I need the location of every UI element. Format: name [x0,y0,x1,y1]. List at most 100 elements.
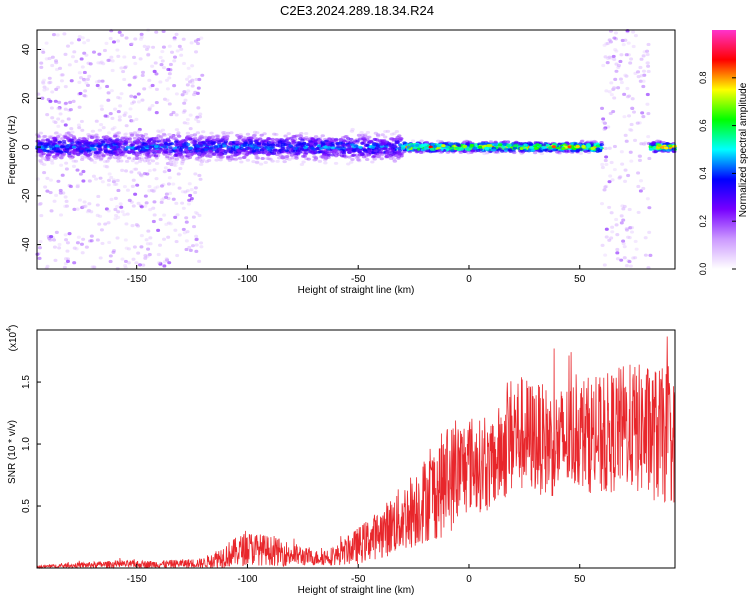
spectrogram-cell [124,124,129,128]
spectrogram-cell [50,161,55,165]
spectrogram-cell [49,106,54,110]
spectrogram-cell [379,157,384,161]
spectrogram-cell [120,153,125,157]
spectrogram-cell [616,65,621,69]
spectrogram-cell [201,152,206,156]
spectrogram-cell [614,69,619,73]
spectrogram-cell [143,254,148,258]
spectrogram-cell [159,135,164,139]
spectrogram-cell [52,136,57,140]
spectrogram-cell [623,179,628,183]
spectrogram-cell [147,184,152,189]
spectrogram-cell [144,47,149,51]
spectrogram-cell [158,261,163,265]
spectrogram-cell [81,169,86,174]
spectrogram-cell [108,144,114,148]
spectrogram-cell [297,133,302,137]
spectrogram-cell [97,79,102,83]
spectrogram-cell [181,150,187,154]
spectrogram-cell [301,160,306,164]
spectrogram-cell [39,161,45,165]
spectrogram-cell [624,263,629,268]
spectrogram-cell [350,158,355,162]
spectrogram-cell [298,137,303,141]
spectrogram-cell [80,155,85,159]
spectrogram-cell [60,136,65,140]
spectrogram-cell [185,142,191,146]
spectrogram-cell [163,150,168,154]
spectrogram-cell [116,210,121,214]
spectrogram-cell [104,41,109,45]
spectrogram-cell [167,76,172,80]
spectrogram-cell [199,245,204,249]
spectrogram-cell [96,61,101,65]
spectrogram-cell [251,149,257,153]
spectrogram-cell [622,92,627,96]
spectrogram-cell [638,79,643,83]
spectrogram-cell [95,150,101,154]
spectrogram-cell [118,104,123,108]
spectrogram-cell [137,159,143,163]
spectrogram-cell [242,155,247,159]
spectrogram-cell [249,144,254,148]
spectrogram-cell [609,236,614,240]
spectrogram-cell [236,152,241,156]
spectrogram-cell [180,201,185,205]
spectrogram-cell [627,94,632,98]
spectrogram-cell [372,137,377,141]
spectrogram-cell [85,77,90,81]
spectrogram-cell [303,131,309,135]
spectrogram-cell [188,193,193,198]
spectrogram-cell [132,157,137,161]
spectrogram-cell [156,228,161,232]
spectrogram-cell [53,258,58,262]
spectrogram-cell [134,167,139,171]
spectrogram-cell [194,50,199,54]
spectrogram-cell [89,234,94,238]
spectrogram-cell [42,142,47,146]
spectrogram-cell [45,189,50,193]
spectrogram-cell [53,131,59,135]
spectrogram-cell [252,130,258,134]
spectrogram-cell [123,133,128,137]
spectrogram-cell [241,137,246,141]
spectrogram-cell [614,223,619,227]
spectrogram-cell [190,78,195,82]
spectrogram-cell [266,137,272,141]
spectrogram-cell [164,78,169,82]
spectrogram-cell [174,201,179,205]
spectrogram-cell [153,154,159,158]
spectrogram-cell [193,172,198,176]
spectrogram-cell [134,133,140,137]
spectrogram-cell [100,241,105,246]
spectrogram-cell [162,213,167,217]
spectrogram-cell [131,257,136,261]
spectrogram-cell [98,214,103,218]
spectrogram-cell [643,141,648,145]
spectrogram-cell [159,200,164,204]
spectrogram-cell [162,237,167,241]
spectrogram-cell [630,106,635,110]
spectrogram-cell [641,142,646,146]
spectrogram-cell [461,141,467,145]
spectrogram-cell [182,121,187,125]
spectrogram-cell [129,133,135,137]
spectrogram-cell [199,36,204,40]
spectrogram-cell [163,138,168,142]
spectrogram-cell [130,224,135,228]
spectrogram-cell [186,152,192,156]
spectrogram-cell [238,141,243,145]
spectrogram-cell [258,162,264,166]
spectrogram-cell [197,213,202,218]
spectrogram-cell [263,150,269,154]
spectrogram-cell [125,212,130,216]
spectrogram-cell [168,222,173,226]
spectrogram-cell [281,150,286,154]
spectrogram-cell [168,142,173,146]
spectrogram-cell [165,87,170,91]
spectrogram-cell [195,211,200,216]
spectrogram-cell [355,155,361,159]
spectrogram-cell [139,245,144,249]
spectrogram-cell [47,135,53,139]
spectrogram-cell [152,139,157,143]
